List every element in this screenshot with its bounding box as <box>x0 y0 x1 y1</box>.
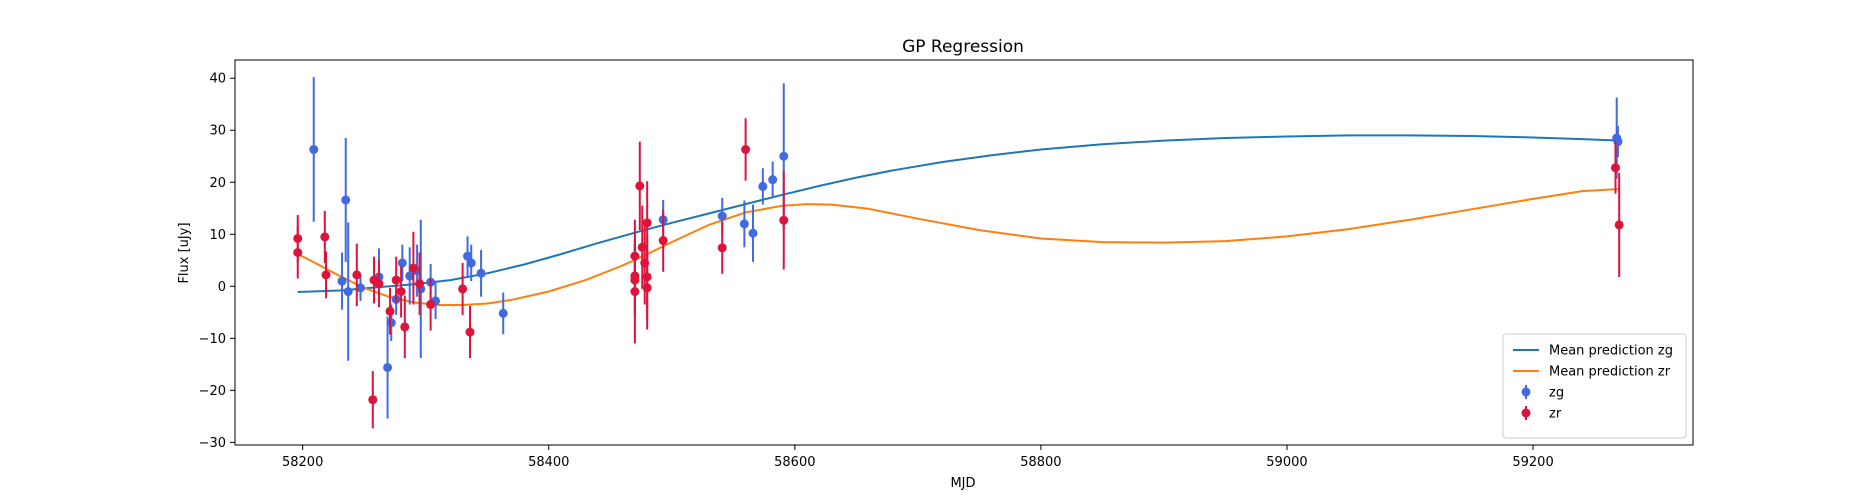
zr-point <box>635 181 645 191</box>
zr-point <box>465 327 475 337</box>
zg-point <box>405 271 415 281</box>
zg-point <box>355 283 365 293</box>
zr-point <box>293 248 303 257</box>
y-axis-label: Flux [uJy] <box>177 222 192 283</box>
x-tick-label: 58400 <box>528 455 569 470</box>
y-tick-label: −20 <box>199 384 226 399</box>
zr-point <box>642 283 652 293</box>
zr-point <box>368 395 378 405</box>
zg-point <box>463 251 473 261</box>
legend: Mean prediction zg Mean prediction zr zg zr <box>1502 333 1687 439</box>
y-tick-label: 10 <box>209 228 226 243</box>
x-tick-label: 59200 <box>1512 455 1553 470</box>
legend-label-zg: zg <box>1549 386 1564 401</box>
y-tick-label: 30 <box>209 124 226 139</box>
legend-marker-zr <box>1521 408 1531 418</box>
x-tick-label: 58600 <box>774 455 815 470</box>
y-tick-label: 0 <box>218 280 226 295</box>
zr-point <box>1614 220 1624 230</box>
legend-label-mean-prediction-zg: Mean prediction zg <box>1549 344 1673 359</box>
zr-point <box>352 270 362 280</box>
legend-label-zr: zr <box>1549 407 1562 422</box>
zr-point <box>396 287 406 297</box>
legend-label-mean-prediction-zr: Mean prediction zr <box>1549 365 1671 380</box>
zr-point <box>779 215 789 225</box>
zg-point <box>498 308 508 318</box>
x-tick-label: 59000 <box>1266 455 1307 470</box>
zr-point <box>1610 163 1620 173</box>
legend-marker-zg <box>1521 387 1531 397</box>
zr-point <box>415 279 425 289</box>
zg-series <box>309 77 1623 419</box>
zg-point <box>739 219 749 229</box>
zr-point <box>374 279 384 289</box>
y-tick-label: −30 <box>199 436 226 451</box>
zr-point <box>385 306 395 316</box>
y-tick-label: 20 <box>209 176 226 191</box>
zr-point <box>642 218 652 228</box>
mean-prediction-zr-line <box>297 188 1620 306</box>
x-tick-label: 58200 <box>282 455 323 470</box>
x-tick-label: 58800 <box>1020 455 1061 470</box>
zg-point <box>758 181 768 191</box>
mean-prediction-zg-line <box>297 134 1620 293</box>
zr-point <box>426 300 436 310</box>
zg-point <box>337 276 347 286</box>
zr-point <box>320 232 330 242</box>
zg-point <box>717 211 727 221</box>
plot-area-frame <box>234 59 1694 446</box>
zg-point <box>383 362 393 372</box>
zr-point <box>408 263 418 273</box>
zg-point <box>768 175 778 185</box>
zg-point <box>466 258 476 268</box>
zg-point <box>397 258 407 268</box>
y-tick-label: 40 <box>209 72 226 87</box>
zr-point <box>658 236 668 246</box>
prediction-lines <box>297 134 1620 306</box>
zr-point <box>717 243 727 253</box>
zg-point <box>341 195 351 205</box>
zr-point <box>321 270 331 280</box>
y-tick-label: −10 <box>199 332 226 347</box>
zg-point <box>343 287 353 297</box>
zg-point <box>748 228 758 238</box>
zg-point <box>386 318 396 328</box>
zr-point <box>458 284 468 294</box>
zg-point <box>476 268 486 278</box>
zg-point <box>779 151 789 161</box>
zr-series <box>293 118 1624 429</box>
observation-points <box>293 77 1624 429</box>
zg-point <box>309 144 319 154</box>
legend-box <box>1502 333 1687 439</box>
zr-point <box>400 322 410 332</box>
chart-title: GP Regression <box>902 37 1024 57</box>
zr-point <box>391 275 401 285</box>
zr-point <box>741 144 751 154</box>
zr-point <box>630 287 640 297</box>
x-axis-label: MJD <box>950 476 975 491</box>
axis-ticks: 58200 58400 58600 58800 59000 59200 −30 −20 −10 0… <box>199 72 1554 470</box>
